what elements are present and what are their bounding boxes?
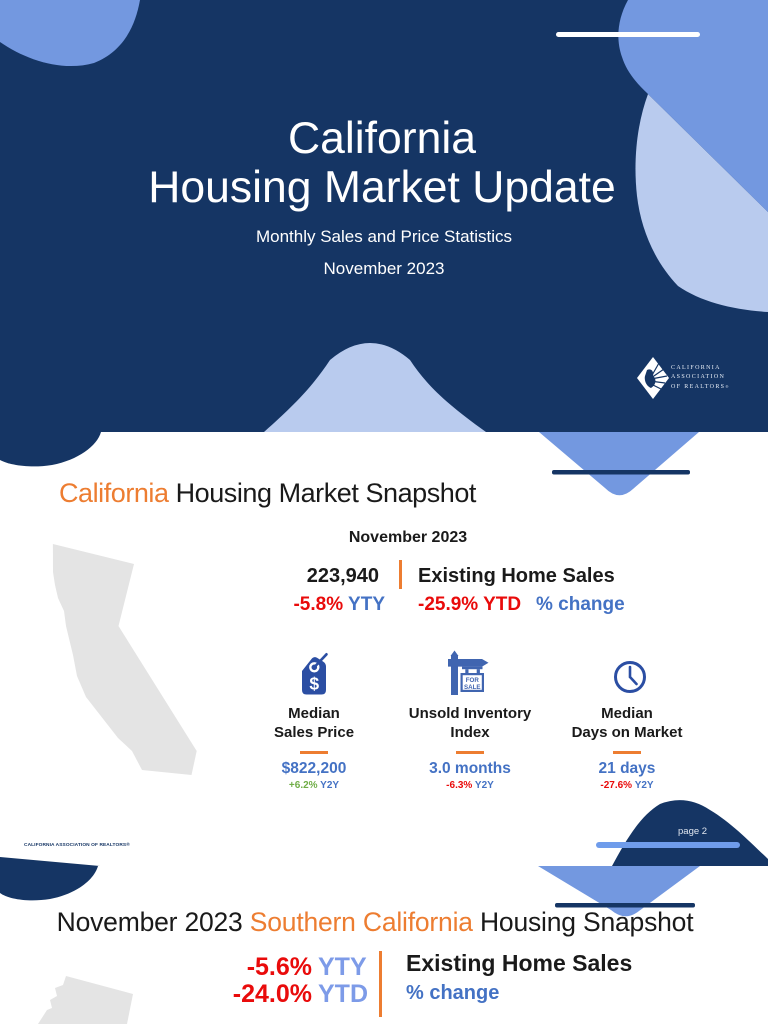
svg-text:$: $ xyxy=(309,674,319,694)
svg-text:FOR: FOR xyxy=(466,677,480,684)
svg-text:SALE: SALE xyxy=(464,684,481,691)
